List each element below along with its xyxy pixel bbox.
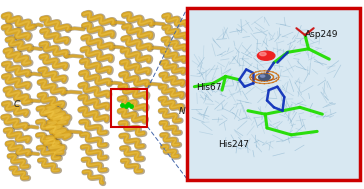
Bar — [187, 8, 360, 180]
Bar — [111, 89, 147, 127]
Text: His67: His67 — [196, 83, 222, 92]
Text: C: C — [14, 100, 20, 109]
Text: Asp249: Asp249 — [305, 30, 339, 39]
Circle shape — [258, 74, 270, 80]
Circle shape — [260, 52, 266, 56]
Text: His247: His247 — [218, 140, 250, 149]
Text: N: N — [178, 107, 185, 116]
Circle shape — [257, 51, 275, 60]
Circle shape — [260, 75, 265, 77]
